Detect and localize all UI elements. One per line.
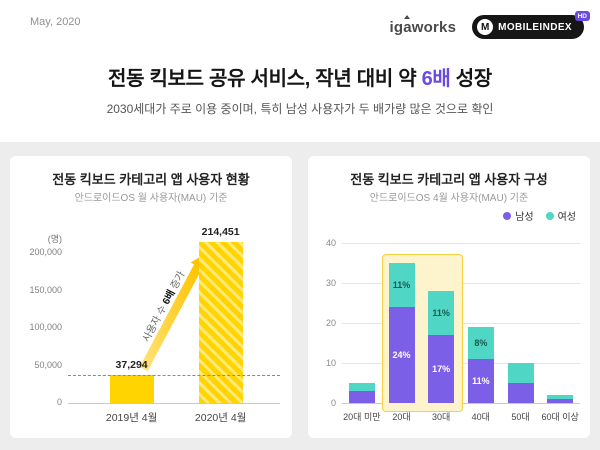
segment-label: 24% [392, 350, 411, 360]
logos: igaworks M MOBILEINDEX HD [389, 11, 590, 39]
y-tick-label: 200,000 [29, 247, 62, 257]
title-prefix: 전동 킥보드 공유 서비스, 작년 대비 약 [108, 68, 422, 90]
segment-여성-30대 [428, 291, 455, 335]
segment-여성-60대 이상 [547, 395, 574, 399]
legend-label: 여성 [557, 212, 576, 223]
igaworks-logo-text: igaworks [389, 18, 457, 36]
category-label: 40대 [471, 412, 490, 422]
segment-label: 17% [432, 364, 451, 374]
growth-annotation: 사용자 수 6배 증가 [138, 267, 188, 344]
category-label: 60대 이상 [541, 412, 579, 422]
segment-남성-60대 이상 [547, 399, 574, 403]
y-tick-label: 50,000 [34, 359, 62, 370]
page-title: 전동 킥보드 공유 서비스, 작년 대비 약 6배 성장 [0, 62, 600, 91]
annotation-suffix: 증가 [167, 269, 188, 294]
legend-label: 남성 [515, 212, 534, 223]
y-tick-label: 150,000 [29, 284, 62, 295]
segment-남성-20대 미만 [348, 391, 375, 403]
category-label: 50대 [511, 412, 530, 422]
composition-chart-card: 전동 킥보드 카테고리 앱 사용자 구성 안드로이드OS 4월 사용자(MAU)… [308, 156, 590, 438]
composition-stacked-chart: 0 10 20 30 40 20대 미만 24% 11% 20대 17% 11% 30대 11% 8% 40… [326, 234, 580, 422]
charts-section: 전동 킥보드 카테고리 앱 사용자 현황 안드로이드OS 월 사용자(MAU) … [0, 142, 600, 450]
segment-label: 11% [472, 376, 490, 386]
mobileindex-hd-badge: HD [574, 11, 590, 21]
page-subtitle: 2030세대가 주로 이용 중이며, 특히 남성 사용자가 두 배가량 많은 것… [106, 102, 494, 116]
segment-label: 11% [432, 308, 450, 318]
category-label: 20대 [392, 412, 411, 422]
annotation-prefix: 사용자 수 [141, 301, 171, 344]
bar-2019년 4월 [109, 375, 154, 403]
segment-여성-20대 [388, 263, 415, 307]
y-tick-label: 20 [325, 318, 336, 328]
segment-여성-20대 미만 [348, 383, 375, 391]
y-tick-label: 0 [56, 397, 62, 407]
left-chart-unit-label: (명) [47, 234, 62, 244]
mobileindex-logo: M MOBILEINDEX HD [472, 11, 590, 39]
segment-남성-20대 [388, 307, 415, 403]
legend-dot-icon [503, 211, 512, 220]
title-highlight: 6배 [421, 68, 451, 90]
segment-여성-50대 [507, 363, 534, 383]
x-axis-label: 2019년 4월 [105, 412, 158, 424]
y-tick-label: 10 [325, 358, 336, 368]
mau-bar-chart: 사용자 수 6배 증가 0 50,000 100,000 150,000 200,000… [29, 226, 280, 424]
left-chart-subtitle: 안드로이드OS 월 사용자(MAU) 기준 [74, 193, 228, 204]
segment-남성-40대 [467, 359, 494, 403]
chart-legend: 남성 여성 [503, 208, 576, 223]
right-chart-title: 전동 킥보드 카테고리 앱 사용자 구성 [350, 172, 548, 187]
igaworks-logo: igaworks [389, 14, 457, 36]
igaworks-accent-icon [403, 14, 410, 19]
y-tick-label: 30 [325, 278, 336, 288]
bar-2020년 4월 [198, 242, 243, 403]
segment-남성-30대 [428, 335, 455, 403]
y-tick-label: 0 [330, 398, 336, 408]
right-chart-subtitle: 안드로이드OS 4월 사용자(MAU) 기준 [369, 193, 529, 204]
mobileindex-m-icon: M [477, 19, 494, 35]
mobileindex-m-letter: M [480, 21, 490, 33]
date-label: May, 2020 [30, 16, 81, 28]
legend-dot-icon [545, 211, 554, 220]
growth-arrow-icon [139, 254, 206, 372]
x-axis-label: 2020년 4월 [194, 412, 247, 424]
title-suffix: 성장 [450, 68, 493, 90]
bar-value-label: 214,451 [201, 226, 240, 239]
gridline [342, 243, 580, 244]
bar-value-label: 37,294 [115, 359, 148, 372]
legend-item-남성: 남성 [503, 208, 534, 223]
y-tick-label: 40 [325, 238, 336, 248]
reference-dashed-line [68, 375, 280, 377]
segment-label: 8% [474, 338, 488, 348]
legend-item-여성: 여성 [545, 208, 576, 223]
mobileindex-logo-text: MOBILEINDEX [498, 21, 572, 33]
left-chart-title: 전동 킥보드 카테고리 앱 사용자 현황 [52, 172, 250, 187]
category-label: 30대 [432, 412, 451, 422]
mau-chart-card: 전동 킥보드 카테고리 앱 사용자 현황 안드로이드OS 월 사용자(MAU) … [10, 156, 292, 438]
segment-여성-40대 [467, 327, 494, 359]
y-tick-label: 100,000 [29, 322, 62, 332]
segment-남성-50대 [507, 383, 534, 403]
category-label: 20대 미만 [343, 412, 381, 422]
segment-label: 11% [392, 280, 411, 290]
